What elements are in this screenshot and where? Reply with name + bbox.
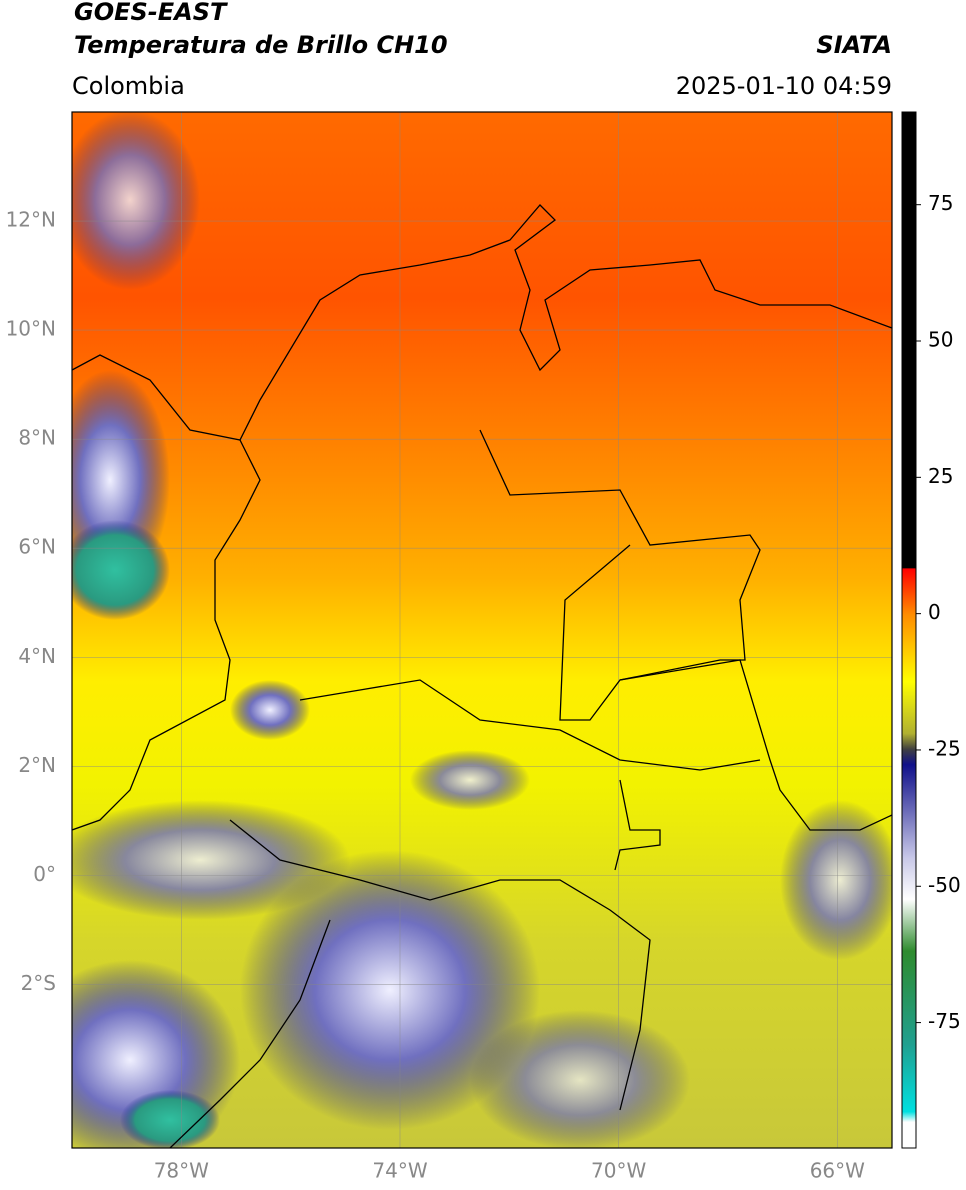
- title: Temperatura de Brillo CH10: [74, 31, 448, 59]
- lon-tick-label: 78°W: [154, 1159, 209, 1183]
- lat-tick-label: 4°N: [18, 644, 56, 668]
- title: GOES-EAST: [74, 0, 228, 26]
- lat-tick-label: 0°: [33, 862, 56, 886]
- colorbar-tick-label: -50: [928, 873, 961, 897]
- colorbar-tick-label: 50: [928, 328, 953, 352]
- colorbar-tick-label: 25: [928, 464, 953, 488]
- lat-tick-label: 6°N: [18, 535, 56, 559]
- colorbar-tick-label: 75: [928, 191, 953, 215]
- colorbar-tick-label: 0: [928, 600, 941, 624]
- region: Colombia: [72, 72, 185, 100]
- satellite-image: [72, 112, 892, 1148]
- lon-tick-label: 74°W: [372, 1159, 427, 1183]
- colorbar: [901, 111, 917, 1149]
- colorbar-tick-label: -75: [928, 1009, 961, 1033]
- lon-tick-label: 70°W: [591, 1159, 646, 1183]
- lat-tick-label: 8°N: [18, 426, 56, 450]
- lat-tick-label: 10°N: [6, 317, 56, 341]
- borders: [72, 204, 892, 1148]
- colorbar-tick-label: -25: [928, 736, 961, 760]
- map-frame: [71, 111, 893, 1149]
- lat-tick-label: 2°N: [18, 753, 56, 777]
- agency: SIATA: [816, 31, 892, 59]
- lon-tick-label: 66°W: [810, 1159, 865, 1183]
- lat-tick-label: 2°S: [21, 971, 56, 995]
- timestamp: 2025-01-10 04:59: [676, 72, 892, 100]
- lat-tick-label: 12°N: [6, 208, 56, 232]
